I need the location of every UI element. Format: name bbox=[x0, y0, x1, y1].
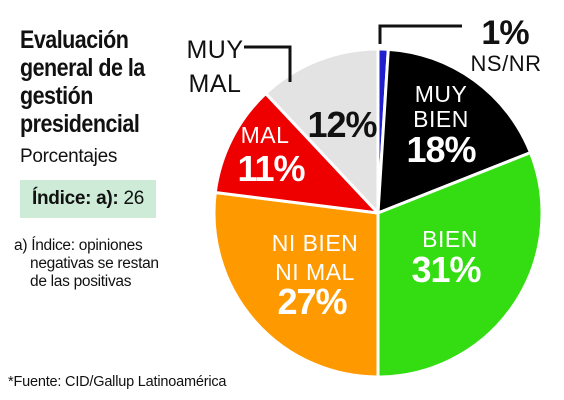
slice-label-ns-nr: NS/NR bbox=[471, 51, 542, 76]
slice-label-bien: BIEN bbox=[422, 226, 478, 252]
slice-value-ns-nr: 1% bbox=[481, 14, 529, 52]
slice-label-muy-mal-line-2: MAL bbox=[189, 70, 242, 98]
leader-line-muy-mal bbox=[244, 45, 292, 82]
slice-label-ni-bien-ni-mal-line-1: NI BIEN bbox=[272, 230, 359, 256]
footnote-line-1: a) Índice: opiniones bbox=[14, 237, 143, 254]
slice-value-ni-bien-ni-mal: 27% bbox=[277, 281, 347, 322]
slice-label-muy-bien-line-2: BIEN bbox=[413, 106, 469, 132]
slice-label-muy-bien-line-1: MUY bbox=[415, 81, 468, 107]
slice-label-ni-bien-ni-mal-line-2: NI MAL bbox=[275, 259, 355, 285]
slice-value-muy-mal: 12% bbox=[307, 104, 377, 145]
pie-slice-muy-bien bbox=[376, 47, 532, 215]
footnote: a) Índice: opiniones negativas se restan… bbox=[14, 237, 159, 291]
source-note: *Fuente: CID/Gallup Latinoamérica bbox=[8, 374, 227, 390]
index-box: Índice: a): 26 bbox=[20, 180, 156, 218]
footnote-line-2: negativas se restan bbox=[30, 255, 159, 272]
footnote-line-3: de las positivas bbox=[30, 273, 132, 290]
slice-value-muy-bien: 18% bbox=[406, 129, 476, 170]
pie-slice-mal bbox=[213, 91, 380, 215]
slice-value-bien: 31% bbox=[411, 249, 481, 290]
slice-label-muy-mal-line-1: MUY bbox=[186, 36, 243, 64]
chart-title: Evaluación general de la gestión preside… bbox=[20, 26, 145, 138]
leader-line-ns-nr bbox=[378, 24, 462, 44]
chart-subtitle: Porcentajes bbox=[20, 146, 118, 167]
index-label: Índice: a): bbox=[32, 188, 119, 209]
slice-value-mal: 11% bbox=[237, 148, 305, 189]
index-value: 26 bbox=[123, 188, 144, 209]
slice-label-mal: MAL bbox=[241, 122, 290, 148]
pie-slice-ni-bien-ni-mal bbox=[212, 190, 380, 379]
pie-slice-bien bbox=[376, 151, 544, 379]
pie-slice-muy-mal bbox=[264, 47, 380, 215]
